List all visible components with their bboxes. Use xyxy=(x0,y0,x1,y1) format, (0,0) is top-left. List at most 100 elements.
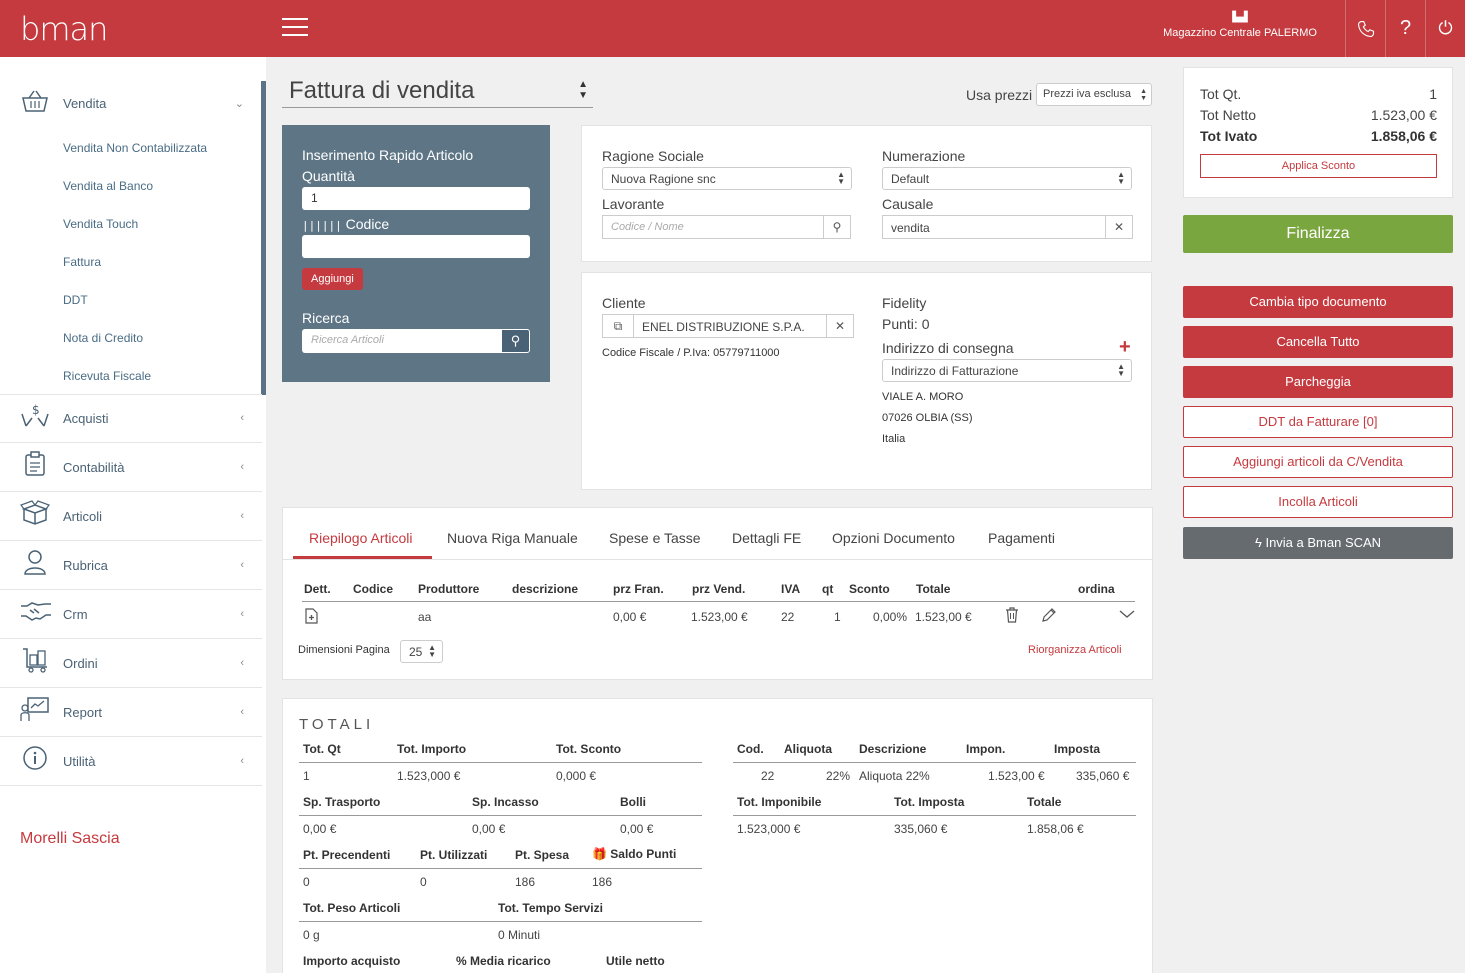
incolla-articoli-button[interactable]: Incolla Articoli xyxy=(1183,486,1453,518)
add-address-icon[interactable]: + xyxy=(1119,336,1131,358)
lavorante-input[interactable]: Codice / Nome xyxy=(602,215,824,239)
causale-input[interactable]: vendita xyxy=(882,215,1106,239)
pt-precedenti-header: Pt. Precendenti xyxy=(303,848,391,862)
warehouse-selector[interactable]: ▙▟ Magazzino Centrale PALERMO xyxy=(1150,12,1330,39)
totali-line xyxy=(299,762,702,763)
barcode-icon: |||||| xyxy=(302,219,342,232)
sp-incasso-value: 0,00 € xyxy=(472,822,506,836)
aggiungi-articoli-cvendita-button[interactable]: Aggiungi articoli da C/Vendita xyxy=(1183,446,1453,478)
sidebar-subitem-nota-di-credito[interactable]: Nota di Credito xyxy=(63,331,144,345)
trash-icon[interactable] xyxy=(1005,607,1019,626)
bman-logo[interactable]: bman xyxy=(20,10,108,48)
sidebar-subitem-ricevuta-fiscale[interactable]: Ricevuta Fiscale xyxy=(63,369,152,383)
col-header-sconto[interactable]: Sconto xyxy=(849,582,890,596)
pt-utilizzati-header: Pt. Utilizzati xyxy=(420,848,488,862)
causale-label: Causale xyxy=(882,196,934,212)
logout-button[interactable]: ⏻ xyxy=(1425,0,1465,57)
close-icon: ✕ xyxy=(1113,220,1125,234)
col-header-qt[interactable]: qt xyxy=(822,582,834,596)
factory-icon: ▙▟ xyxy=(1232,12,1248,23)
sidebar-item-label: Ordini xyxy=(63,655,98,671)
tab-spese-e-tasse[interactable]: Spese e Tasse xyxy=(609,530,701,546)
sidebar-item-contabilita[interactable]: Contabilità ‹ xyxy=(0,443,262,492)
chevron-down-icon[interactable] xyxy=(1119,608,1135,622)
sidebar-item-acquisti[interactable]: $ Acquisti ‹ xyxy=(0,394,262,443)
sidebar-subitem-fattura[interactable]: Fattura xyxy=(63,255,102,269)
sidebar-subitem-vendita-al-banco[interactable]: Vendita al Banco xyxy=(63,179,154,193)
causale-clear-button[interactable]: ✕ xyxy=(1105,215,1133,239)
tab-nuova-riga-manuale[interactable]: Nuova Riga Manuale xyxy=(447,530,578,546)
row-prz-vend: 1.523,00 € xyxy=(691,610,748,624)
iva-impon-header: Impon. xyxy=(966,742,1006,756)
document-type-select[interactable]: Fattura di vendita ▲ ▼ xyxy=(282,75,593,108)
ricerca-label: Ricerca xyxy=(302,310,350,326)
sidebar-item-label: Contabilità xyxy=(63,459,125,475)
tab-dettagli-fe[interactable]: Dettagli FE xyxy=(732,530,802,546)
user-name[interactable]: Morelli Sascia xyxy=(20,830,120,847)
cancella-tutto-button[interactable]: Cancella Tutto xyxy=(1183,326,1453,358)
sidebar-subitem-vendita-touch[interactable]: Vendita Touch xyxy=(63,217,139,231)
tot-peso-articoli-header: Tot. Peso Articoli xyxy=(303,901,401,915)
col-header-iva[interactable]: IVA xyxy=(781,582,801,596)
chevron-left-icon: ‹ xyxy=(240,412,244,424)
codice-input[interactable] xyxy=(302,235,530,258)
col-header-descrizione[interactable]: descrizione xyxy=(512,582,579,596)
sidebar-item-label: Vendita xyxy=(63,96,107,111)
usa-prezzi-select[interactable]: Prezzi iva esclusa ▲ ▼ xyxy=(1036,83,1152,106)
phone-button[interactable] xyxy=(1345,0,1385,57)
sidebar-subitem-ddt[interactable]: DDT xyxy=(63,293,88,307)
invia-bman-scan-button[interactable]: ϟ Invia a Bman SCAN xyxy=(1183,527,1453,559)
col-header-dett[interactable]: Dett. xyxy=(304,582,331,596)
riorganizza-articoli-link[interactable]: Riorganizza Articoli xyxy=(1028,644,1122,656)
cliente-edit-button[interactable]: ⧉ xyxy=(602,314,634,338)
sidebar-item-utilita[interactable]: Utilità ‹ xyxy=(0,737,262,786)
iva-line xyxy=(733,815,1136,816)
edit-pencil-icon[interactable] xyxy=(1041,607,1057,626)
tot-tempo-servizi-value: 0 Minuti xyxy=(498,928,541,942)
parcheggia-button[interactable]: Parcheggia xyxy=(1183,366,1453,398)
hamburger-menu-icon[interactable] xyxy=(282,18,308,38)
aggiungi-button[interactable]: Aggiungi xyxy=(302,268,363,290)
cliente-input[interactable]: ENEL DISTRIBUZIONE S.P.A. xyxy=(633,314,827,338)
numerazione-select[interactable]: Default ▲ ▼ xyxy=(882,167,1132,190)
col-header-prz-vend[interactable]: prz Vend. xyxy=(692,582,746,596)
sidebar-scrollbar[interactable] xyxy=(261,81,266,395)
indirizzo-consegna-label: Indirizzo di consegna xyxy=(882,340,1014,356)
ragione-sociale-select[interactable]: Nuova Ragione snc ▲ ▼ xyxy=(602,167,852,190)
col-header-produttore[interactable]: Produttore xyxy=(418,582,480,596)
row-detail-icon[interactable] xyxy=(305,608,318,627)
iva-aliquota-header: Aliquota xyxy=(784,742,832,756)
importo-acquisto-header: Importo acquisto xyxy=(303,954,401,968)
ddt-da-fatturare-button[interactable]: DDT da Fatturare [0] xyxy=(1183,406,1453,438)
col-header-prz-fran[interactable]: prz Fran. xyxy=(613,582,664,596)
usa-prezzi-label: Usa prezzi xyxy=(966,87,1033,103)
document-type-value: Fattura di vendita xyxy=(289,77,475,104)
applica-sconto-button[interactable]: Applica Sconto xyxy=(1200,154,1437,178)
cliente-clear-button[interactable]: ✕ xyxy=(826,314,854,338)
tot-tempo-servizi-header: Tot. Tempo Servizi xyxy=(498,901,603,915)
col-header-ordina[interactable]: ordina xyxy=(1078,582,1115,596)
tab-opzioni-documento[interactable]: Opzioni Documento xyxy=(832,530,955,546)
sidebar-item-ordini[interactable]: Ordini ‹ xyxy=(0,639,262,688)
sidebar-item-crm[interactable]: Crm ‹ xyxy=(0,590,262,639)
tot-qt-value: 1 xyxy=(303,769,310,783)
sidebar-item-rubrica[interactable]: Rubrica ‹ xyxy=(0,541,262,590)
sidebar-item-articoli[interactable]: Articoli ‹ xyxy=(0,492,262,541)
sidebar-item-report[interactable]: Report ‹ xyxy=(0,688,262,737)
sidebar-subitem-vendita-non-contabilizzata[interactable]: Vendita Non Contabilizzata xyxy=(63,141,208,155)
col-header-codice[interactable]: Codice xyxy=(353,582,394,596)
col-header-totale[interactable]: Totale xyxy=(916,582,951,596)
help-button[interactable]: ? xyxy=(1385,0,1425,57)
finalizza-button[interactable]: Finalizza xyxy=(1183,215,1453,253)
media-ricarico-header: % Media ricarico xyxy=(456,954,551,968)
indirizzo-select[interactable]: Indirizzo di Fatturazione ▲ ▼ xyxy=(882,359,1132,382)
lavorante-search-button[interactable]: ⚲ xyxy=(823,215,851,239)
ricerca-search-button[interactable]: ⚲ xyxy=(501,329,530,353)
page-size-select[interactable]: 25 ▲ ▼ xyxy=(400,640,443,663)
tab-riepilogo-articoli[interactable]: Riepilogo Articoli xyxy=(309,530,413,546)
quantita-input[interactable]: 1 xyxy=(302,187,530,210)
tab-pagamenti[interactable]: Pagamenti xyxy=(988,530,1055,546)
ricerca-articoli-input[interactable]: Ricerca Articoli xyxy=(302,329,501,353)
cambia-tipo-documento-button[interactable]: Cambia tipo documento xyxy=(1183,286,1453,318)
sidebar-item-vendita[interactable]: Vendita ⌄ xyxy=(0,79,262,128)
